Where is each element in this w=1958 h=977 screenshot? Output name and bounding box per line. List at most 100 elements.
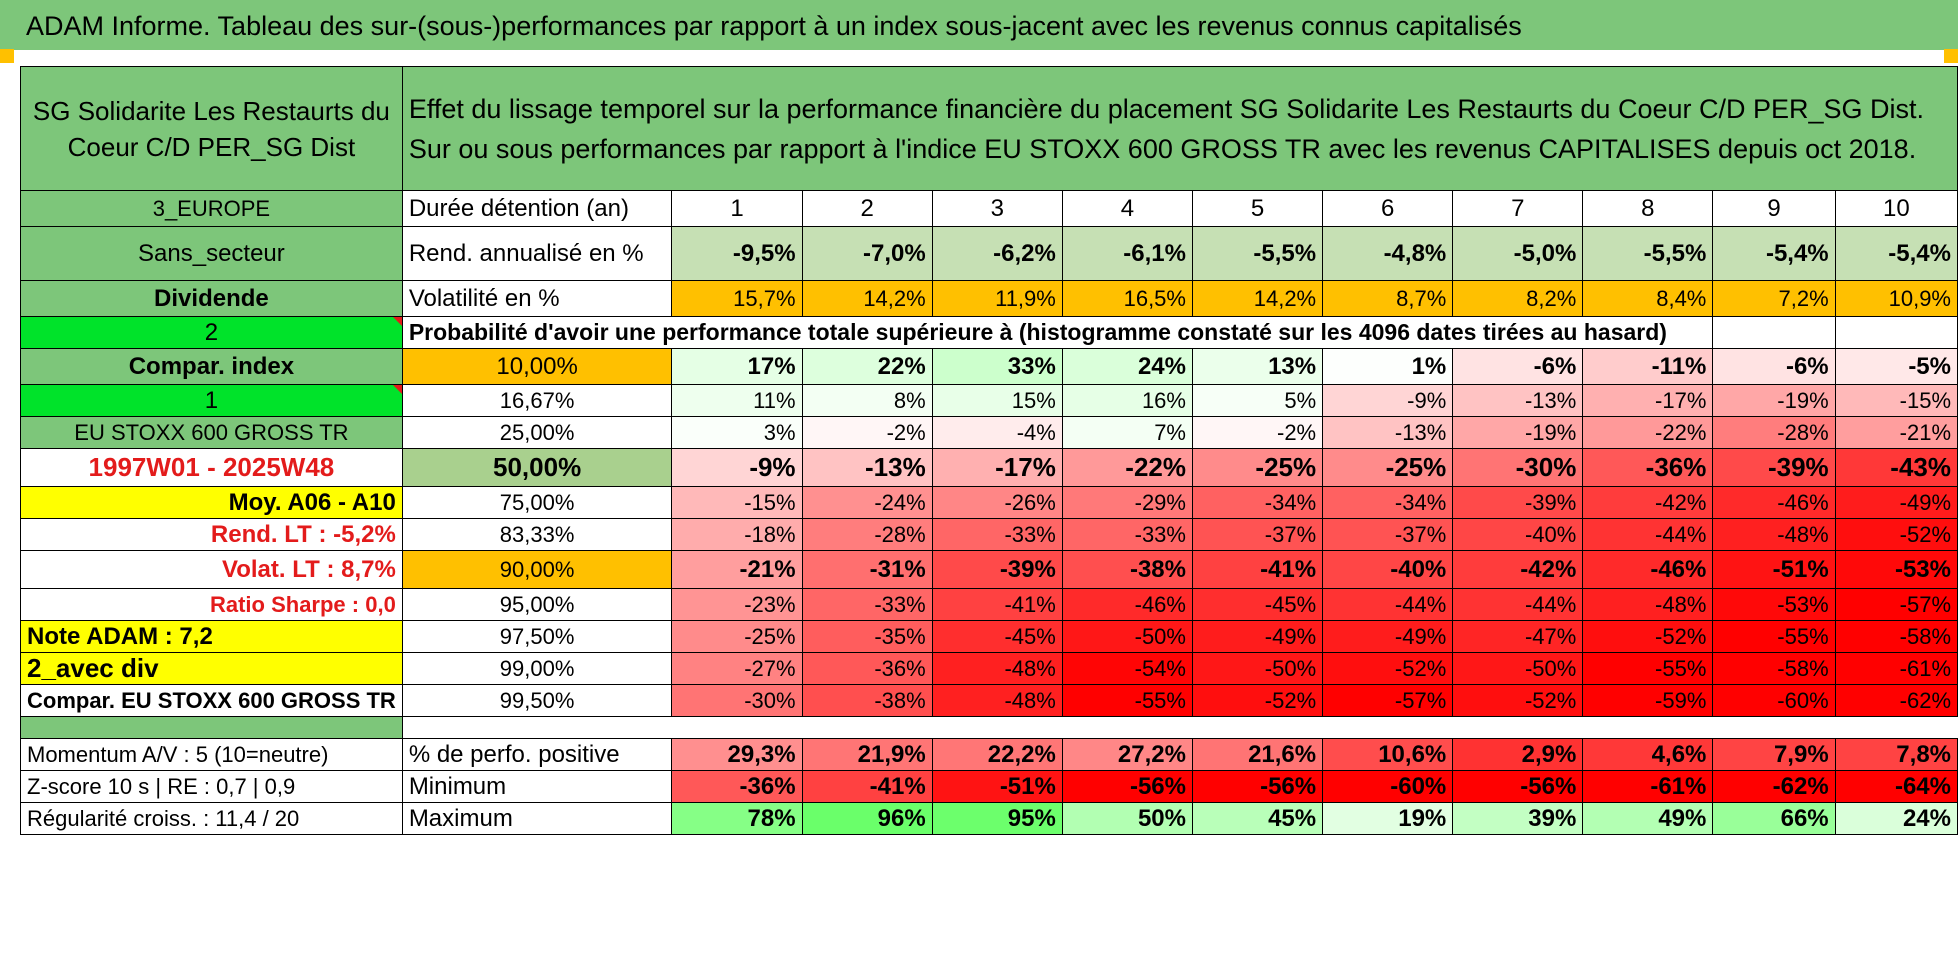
percentile-value: -30% — [1452, 448, 1584, 487]
maximum-value: 39% — [1452, 802, 1584, 835]
rend-value: -6,1% — [1061, 226, 1193, 281]
maximum-value: 19% — [1322, 802, 1454, 835]
percentile-value: -19% — [1452, 416, 1584, 449]
percentile-value: -36% — [801, 652, 933, 685]
year-header: 6 — [1322, 190, 1454, 227]
percentile-row: 1997W01 - 2025W48 50,00% -9% -13% -17% -22% -2… — [20, 448, 1958, 487]
pct-positive: 21,9% — [801, 738, 933, 771]
percentile-label: 95,00% — [401, 588, 673, 621]
year-header: 2 — [801, 190, 933, 227]
vol-row: Dividende Volatilité en % 15,7% 14,2% 11,9% 1… — [20, 280, 1958, 317]
percentile-value: 24% — [1061, 348, 1193, 385]
percentile-value: -25% — [1322, 448, 1454, 487]
year-header: 10 — [1834, 190, 1958, 227]
percentile-value: -21% — [671, 550, 803, 589]
spacer-cell — [20, 716, 403, 739]
percentile-row: EU STOXX 600 GROSS TR 25,00% 3% -2% -4% 7% -2%… — [20, 416, 1958, 449]
percentile-value: -49% — [1322, 620, 1454, 653]
vol-label: Volatilité en % — [401, 280, 673, 317]
percentile-value: -48% — [931, 652, 1063, 685]
maximum-value: 45% — [1191, 802, 1324, 835]
rend-value: -9,5% — [671, 226, 803, 281]
proba-row: 2 Probabilité d'avoir une performance tot… — [20, 316, 1958, 349]
percentile-value: -9% — [671, 448, 803, 487]
pct-positive: 29,3% — [671, 738, 803, 771]
percentile-value: -34% — [1322, 486, 1454, 519]
percentile-value: 7% — [1061, 416, 1193, 449]
percentile-value: -26% — [931, 486, 1063, 519]
percentile-row: 2_avec div 99,00% -27% -36% -48% -54% -50% -52%… — [20, 652, 1958, 685]
percentile-value: -53% — [1712, 588, 1836, 621]
report-title: ADAM Informe. Tableau des sur-(sous-)per… — [0, 0, 1958, 50]
maximum-value-label: Maximum — [401, 802, 673, 835]
dividend-label: Dividende — [20, 280, 403, 317]
percentile-value: -48% — [931, 684, 1063, 717]
stat-row: Momentum A/V : 5 (10=neutre)% de perfo. … — [20, 738, 1958, 771]
percentile-label: 75,00% — [401, 486, 673, 519]
percentile-value: -6% — [1452, 348, 1584, 385]
note-label: Note ADAM : 7,2 — [20, 620, 403, 653]
percentile-value: -40% — [1322, 550, 1454, 589]
minimum-value: -62% — [1712, 770, 1836, 803]
percentile-value: -44% — [1322, 588, 1454, 621]
percentile-value: -9% — [1322, 384, 1454, 417]
percentile-value: -2% — [801, 416, 933, 449]
percentile-value: -60% — [1712, 684, 1836, 717]
rend-value: -6,2% — [931, 226, 1063, 281]
percentile-value: -28% — [1712, 416, 1836, 449]
sector-label: Sans_secteur — [20, 226, 403, 281]
year-header: 5 — [1191, 190, 1324, 227]
percentile-value: -28% — [801, 518, 933, 551]
percentile-value: -30% — [671, 684, 803, 717]
percentile-value: -39% — [1452, 486, 1584, 519]
minimum-value: -56% — [1191, 770, 1324, 803]
percentile-label: 97,50% — [401, 620, 673, 653]
percentile-value: -38% — [1061, 550, 1193, 589]
percentile-value: -15% — [671, 486, 803, 519]
percentile-value: -57% — [1322, 684, 1454, 717]
percentile-value: -23% — [671, 588, 803, 621]
percentile-value: -5% — [1834, 348, 1958, 385]
header-row: SG Solidarite Les Restaurts du Coeur C/D… — [20, 66, 1958, 191]
percentile-label: 83,33% — [401, 518, 673, 551]
percentile-value: -55% — [1712, 620, 1836, 653]
rend-value: -5,4% — [1834, 226, 1958, 281]
percentile-value: -55% — [1061, 684, 1193, 717]
rend-lt-label: Rend. LT : -5,2% — [20, 518, 403, 551]
zscore-label: Z-score 10 s | RE : 0,7 | 0,9 — [20, 770, 403, 803]
year-header: 1 — [671, 190, 803, 227]
percentile-value: -2% — [1191, 416, 1324, 449]
empty-cell — [1834, 316, 1958, 349]
percentile-value: -29% — [1061, 486, 1193, 519]
percentile-row: Moy. A06 - A10 75,00% -15% -24% -26% -29% -34%… — [20, 486, 1958, 519]
percentile-label: 99,50% — [401, 684, 673, 717]
percentile-value: -45% — [931, 620, 1063, 653]
percentile-label: 90,00% — [401, 550, 673, 589]
percentile-value: -41% — [1191, 550, 1324, 589]
percentile-value: -39% — [1712, 448, 1836, 487]
year-header: 3 — [931, 190, 1063, 227]
compar-eu-label: Compar. EU STOXX 600 GROSS TR — [20, 684, 403, 717]
percentile-value: -21% — [1834, 416, 1958, 449]
spacer-cell — [402, 716, 1958, 739]
percentile-value: -57% — [1834, 588, 1958, 621]
year-header: 9 — [1712, 190, 1836, 227]
stat-row: Z-score 10 s | RE : 0,7 | 0,9 Minimum -36%… — [20, 770, 1958, 803]
maximum-value: 78% — [671, 802, 803, 835]
percentile-value: -51% — [1712, 550, 1836, 589]
num1-cell: 1 — [20, 384, 403, 417]
percentile-value: -31% — [801, 550, 933, 589]
percentile-value: -22% — [1582, 416, 1714, 449]
percentile-value: 17% — [671, 348, 803, 385]
vol-value: 14,2% — [1191, 280, 1324, 317]
percentile-label: 50,00% — [401, 448, 673, 487]
avec-div-label: 2_avec div — [20, 652, 403, 685]
percentile-row: Note ADAM : 7,2 97,50% -25% -35% -45% -50% -49… — [20, 620, 1958, 653]
percentile-value: -19% — [1712, 384, 1836, 417]
maximum-value: 50% — [1061, 802, 1193, 835]
minimum-value: -56% — [1452, 770, 1584, 803]
index-name-label: EU STOXX 600 GROSS TR — [20, 416, 403, 449]
percentile-row: Volat. LT : 8,7% 90,00% -21% -31% -39% -38% -4… — [20, 550, 1958, 589]
percentile-value: -42% — [1582, 486, 1714, 519]
percentile-value: -34% — [1191, 486, 1324, 519]
